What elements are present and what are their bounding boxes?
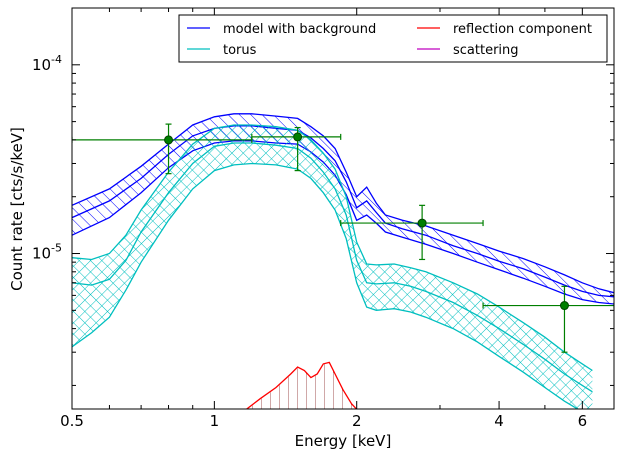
- legend: model with background torus reflection c…: [178, 14, 608, 63]
- band-upper-reflection-component: [245, 361, 358, 409]
- y-tick-exponent-1: -4: [51, 53, 62, 66]
- band-fill-torus: [72, 125, 593, 409]
- data-point-3: [559, 301, 569, 311]
- band-upper-torus: [72, 124, 593, 372]
- x-tick-label-1: 1: [210, 412, 220, 430]
- legend-label-torus: torus: [223, 43, 257, 58]
- y-tick-label-0: 10-5: [32, 242, 62, 263]
- legend-box: [178, 14, 608, 63]
- y-tick-label-1: 10-4: [32, 53, 62, 74]
- band-fill-model-with-background: [72, 113, 614, 304]
- legend-label-model: model with background: [223, 22, 376, 37]
- data-points: [72, 123, 614, 353]
- y-axis-label: Count rate [cts/s/keV]: [8, 127, 26, 291]
- x-tick-label-3: 4: [494, 412, 504, 430]
- plot-frame: [71, 7, 615, 410]
- data-point-0: [164, 135, 174, 145]
- x-tick-label-2: 2: [352, 412, 362, 430]
- x-tick-label-4: 6: [578, 412, 588, 430]
- data-point-1: [293, 132, 303, 142]
- x-tick-label-0: 0.5: [60, 412, 84, 430]
- legend-label-scattering: scattering: [453, 43, 519, 58]
- legend-label-reflection: reflection component: [453, 22, 592, 37]
- y-tick-exponent-0: -5: [51, 242, 62, 255]
- x-axis-label: Energy [keV]: [295, 432, 392, 450]
- model-bands: [72, 113, 614, 409]
- band-mid-torus: [72, 142, 593, 393]
- band-upper-model-with-background: [72, 113, 614, 294]
- band-fill-reflection-component: [246, 362, 357, 409]
- data-point-2: [417, 218, 427, 228]
- axis-ticks: 0.5 1 2 4 6 10-5 10-4: [32, 8, 614, 430]
- band-mid-model-with-background: [72, 125, 614, 298]
